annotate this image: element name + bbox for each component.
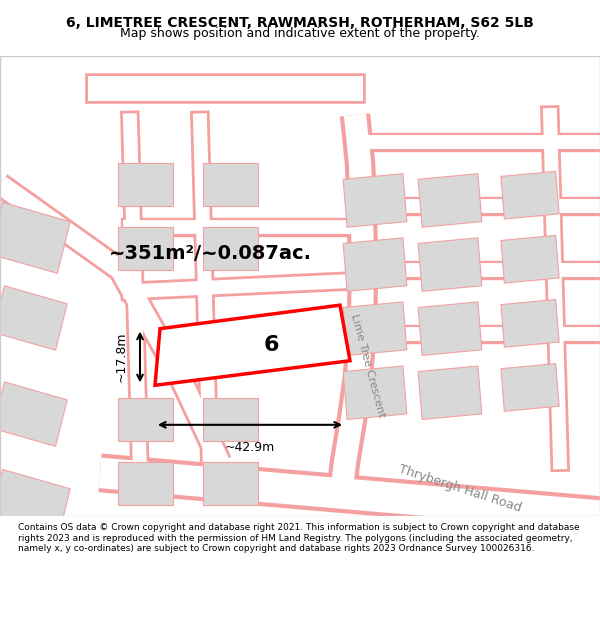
Text: Contains OS data © Crown copyright and database right 2021. This information is : Contains OS data © Crown copyright and d… — [18, 523, 580, 553]
FancyBboxPatch shape — [418, 302, 482, 356]
FancyBboxPatch shape — [418, 174, 482, 228]
FancyBboxPatch shape — [343, 366, 407, 419]
FancyBboxPatch shape — [418, 238, 482, 291]
FancyBboxPatch shape — [0, 202, 70, 273]
FancyBboxPatch shape — [343, 238, 407, 291]
FancyBboxPatch shape — [0, 469, 70, 541]
FancyBboxPatch shape — [203, 227, 257, 270]
FancyBboxPatch shape — [501, 299, 559, 347]
Text: 6, LIMETREE CRESCENT, RAWMARSH, ROTHERHAM, S62 5LB: 6, LIMETREE CRESCENT, RAWMARSH, ROTHERHA… — [66, 16, 534, 30]
FancyBboxPatch shape — [501, 171, 559, 219]
FancyBboxPatch shape — [203, 163, 257, 206]
FancyBboxPatch shape — [118, 227, 173, 270]
Polygon shape — [155, 305, 350, 385]
Text: ~351m²/~0.087ac.: ~351m²/~0.087ac. — [109, 244, 311, 263]
FancyBboxPatch shape — [203, 462, 257, 505]
FancyBboxPatch shape — [343, 302, 407, 356]
FancyBboxPatch shape — [203, 398, 257, 441]
FancyBboxPatch shape — [501, 364, 559, 411]
FancyBboxPatch shape — [343, 174, 407, 228]
FancyBboxPatch shape — [418, 366, 482, 419]
Text: ~17.8m: ~17.8m — [115, 332, 128, 382]
FancyBboxPatch shape — [501, 236, 559, 283]
Text: ~42.9m: ~42.9m — [225, 441, 275, 454]
FancyBboxPatch shape — [118, 163, 173, 206]
Text: 6: 6 — [263, 335, 279, 355]
FancyBboxPatch shape — [0, 382, 67, 446]
FancyBboxPatch shape — [118, 398, 173, 441]
Text: Map shows position and indicative extent of the property.: Map shows position and indicative extent… — [120, 28, 480, 41]
Text: Thrybergh Hall Road: Thrybergh Hall Road — [397, 463, 523, 515]
Text: Lime Tree Crescent: Lime Tree Crescent — [349, 313, 386, 419]
FancyBboxPatch shape — [118, 462, 173, 505]
FancyBboxPatch shape — [0, 286, 67, 350]
